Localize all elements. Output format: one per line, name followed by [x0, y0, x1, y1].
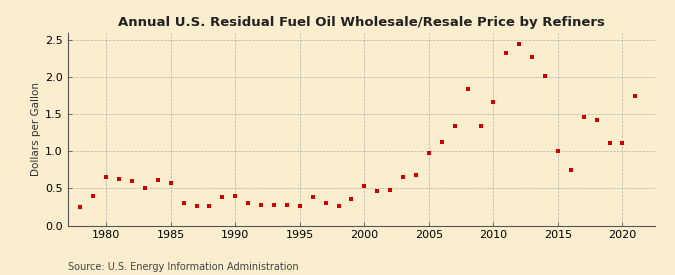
Text: Source: U.S. Energy Information Administration: Source: U.S. Energy Information Administ… [68, 262, 298, 272]
Point [88, 194, 99, 198]
Point [320, 201, 331, 205]
Point [462, 86, 473, 91]
Point [437, 140, 448, 144]
Point [630, 94, 641, 98]
Point [539, 74, 550, 78]
Point [307, 195, 318, 200]
Point [165, 181, 176, 186]
Point [526, 54, 537, 59]
Point [127, 179, 138, 183]
Point [101, 175, 111, 180]
Point [398, 175, 408, 180]
Point [140, 186, 151, 191]
Point [475, 124, 486, 128]
Point [553, 149, 564, 154]
Point [75, 205, 86, 209]
Point [191, 203, 202, 208]
Point [488, 100, 499, 104]
Y-axis label: Dollars per Gallon: Dollars per Gallon [31, 82, 40, 176]
Point [281, 203, 292, 207]
Point [410, 173, 421, 177]
Point [578, 114, 589, 119]
Title: Annual U.S. Residual Fuel Oil Wholesale/Resale Price by Refiners: Annual U.S. Residual Fuel Oil Wholesale/… [117, 16, 605, 29]
Point [591, 118, 602, 123]
Point [501, 51, 512, 55]
Point [269, 203, 279, 207]
Point [514, 42, 524, 46]
Point [294, 203, 305, 208]
Point [372, 188, 383, 193]
Point [333, 203, 344, 208]
Point [204, 203, 215, 208]
Point [617, 140, 628, 145]
Point [450, 123, 460, 128]
Point [178, 201, 189, 205]
Point [230, 194, 241, 198]
Point [359, 183, 370, 188]
Point [153, 177, 163, 182]
Point [604, 140, 615, 145]
Point [385, 188, 396, 192]
Point [423, 151, 434, 155]
Point [217, 195, 227, 200]
Point [256, 203, 267, 207]
Point [113, 177, 124, 181]
Point [243, 201, 254, 205]
Point [566, 168, 576, 172]
Point [346, 197, 357, 201]
